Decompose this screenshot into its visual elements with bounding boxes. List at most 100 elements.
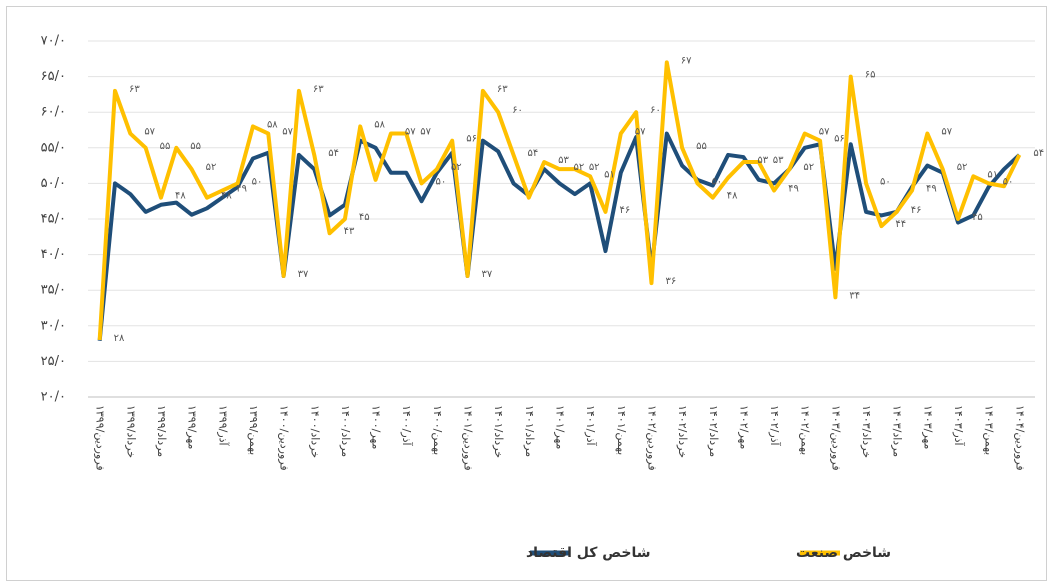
data-label: ۵۰ [711, 176, 722, 187]
data-label: ۵۸ [267, 119, 278, 130]
data-label: ۵۶ [466, 134, 477, 145]
x-tick-label: بهمن/۱۳۹۹ [247, 405, 260, 455]
chart-border [6, 6, 1047, 581]
x-tick-label: فروردین/۱۴۰۲ [645, 405, 658, 471]
data-label: ۲۸ [114, 333, 125, 344]
data-label: ۵۷ [144, 127, 155, 138]
data-label: ۳۷ [482, 269, 493, 280]
x-tick-label: بهمن/۱۴۰۳ [983, 405, 996, 455]
legend-label: شاخص صنعت [796, 545, 891, 561]
x-tick-label: آذر/۱۴۰۱ [584, 405, 598, 447]
data-label: ۵۷ [420, 127, 431, 138]
x-tick-label: مهر/۱۳۹۹ [186, 405, 199, 449]
data-label: ۴۴ [895, 219, 906, 230]
x-tick-label: آذر/۱۴۰۰ [400, 405, 414, 447]
data-label: ۵۷ [282, 127, 293, 138]
data-label: ۴۶ [911, 205, 922, 216]
data-label: ۵۴ [528, 148, 539, 159]
data-label: ۴۵ [359, 212, 370, 223]
x-tick-label: فروردین/۱۳۹۹ [94, 405, 107, 471]
data-label: ۴۵ [972, 212, 983, 223]
x-tick-label: آذر/۱۴۰۲ [768, 405, 782, 447]
data-label: ۵۵ [160, 141, 171, 152]
data-label: ۵۳ [757, 155, 768, 166]
data-label: ۵۴ [328, 148, 339, 159]
x-tick-label: خرداد/۱۴۰۳ [860, 405, 873, 458]
x-tick-label: مهر/۱۴۰۲ [737, 405, 750, 449]
data-label: ۵۸ [374, 119, 385, 130]
series-line [97, 131, 1021, 341]
x-tick-label: فروردین/۱۴۰۰ [278, 405, 291, 471]
data-label: ۵۳ [558, 155, 569, 166]
data-label: ۵۰ [880, 176, 891, 187]
data-label: ۴۶ [619, 205, 630, 216]
x-tick-label: فروردین/۱۴۰۱ [462, 405, 475, 471]
data-label: ۶۳ [497, 84, 508, 95]
x-tick-label: مرداد/۱۴۰۲ [707, 405, 720, 457]
data-label: ۴۸ [221, 191, 232, 202]
grid [88, 40, 1035, 398]
x-tick-label: مهر/۱۴۰۰ [370, 405, 383, 449]
x-tick-label: فروردین/۱۴۰۳ [829, 405, 842, 471]
data-label: ۴۹ [788, 184, 799, 195]
data-label: ۵۲ [206, 162, 217, 173]
data-label: ۳۶ [665, 276, 676, 287]
labels: ۲۰/۰ ۲۵/۰ ۳۰/۰ ۳۵/۰ ۴۰/۰ ۴۵/۰ ۵۰/۰ ۵۵/۰ ۶۰/۰ ۶۵/۰… [41, 34, 1044, 562]
data-label: ۶۵ [865, 70, 876, 81]
x-tick-label: مرداد/۱۴۰۳ [891, 405, 904, 457]
y-tick-label: ۲۵/۰ [41, 354, 66, 369]
data-label: ۵۰ [252, 176, 263, 187]
legend-label: شاخص کل اقتصاد [526, 545, 651, 561]
x-tick-label: آذر/۱۳۹۹ [216, 405, 230, 447]
data-label: ۵۷ [941, 127, 952, 138]
data-label: ۴۸ [727, 191, 738, 202]
y-tick-label: ۲۰/۰ [41, 390, 66, 405]
data-label: ۵۷ [635, 127, 646, 138]
data-label: ۵۰ [1003, 176, 1014, 187]
y-tick-label: ۳۵/۰ [41, 283, 66, 298]
data-label: ۵۷ [405, 127, 416, 138]
x-tick-label: مرداد/۱۴۰۱ [523, 405, 536, 457]
data-label: ۵۲ [451, 162, 462, 173]
data-label: ۴۹ [236, 184, 247, 195]
y-tick-label: ۷۰/۰ [41, 34, 66, 49]
data-label: ۵۴ [1033, 148, 1044, 159]
data-label: ۵۵ [696, 141, 707, 152]
lines [97, 60, 1022, 341]
x-tick-label: بهمن/۱۴۰۰ [431, 405, 444, 455]
y-tick-label: ۴۰/۰ [41, 247, 66, 262]
y-tick-label: ۶۵/۰ [41, 69, 66, 84]
y-tick-label: ۵۵/۰ [41, 140, 66, 155]
data-label: ۵۳ [773, 155, 784, 166]
y-tick-label: ۵۰/۰ [41, 176, 66, 191]
data-label: ۳۴ [849, 290, 860, 301]
data-label: ۶۳ [313, 84, 324, 95]
data-label: ۵۲ [589, 162, 600, 173]
x-tick-label: بهمن/۱۴۰۲ [799, 405, 812, 455]
x-tick-label: فروردین/۱۴۰۴ [1013, 405, 1026, 471]
y-tick-label: ۶۰/۰ [41, 105, 66, 120]
data-label: ۶۰ [650, 105, 661, 116]
data-label: ۶۰ [512, 105, 523, 116]
data-label: ۶۷ [681, 55, 692, 66]
data-label: ۴۳ [344, 226, 355, 237]
data-label: ۵۲ [957, 162, 968, 173]
y-tick-label: ۳۰/۰ [41, 318, 66, 333]
data-label: ۴۹ [926, 184, 937, 195]
x-tick-label: خرداد/۱۳۹۹ [124, 405, 137, 458]
y-tick-label: ۴۵/۰ [41, 212, 66, 227]
data-label: ۵۷ [819, 127, 830, 138]
data-label: ۵۲ [574, 162, 585, 173]
data-label: ۵۵ [190, 141, 201, 152]
data-label: ۵۱ [604, 169, 615, 180]
x-tick-label: خرداد/۱۴۰۱ [492, 405, 505, 458]
data-label: ۵۰ [436, 176, 447, 187]
x-tick-label: آذر/۱۴۰۳ [952, 405, 966, 447]
x-tick-label: خرداد/۱۴۰۲ [676, 405, 689, 458]
data-label: ۳۷ [298, 269, 309, 280]
data-label: ۵۱ [987, 169, 998, 180]
x-tick-label: خرداد/۱۴۰۰ [308, 405, 321, 458]
x-tick-label: مرداد/۱۴۰۰ [339, 405, 352, 457]
data-label: ۴۸ [175, 191, 186, 202]
